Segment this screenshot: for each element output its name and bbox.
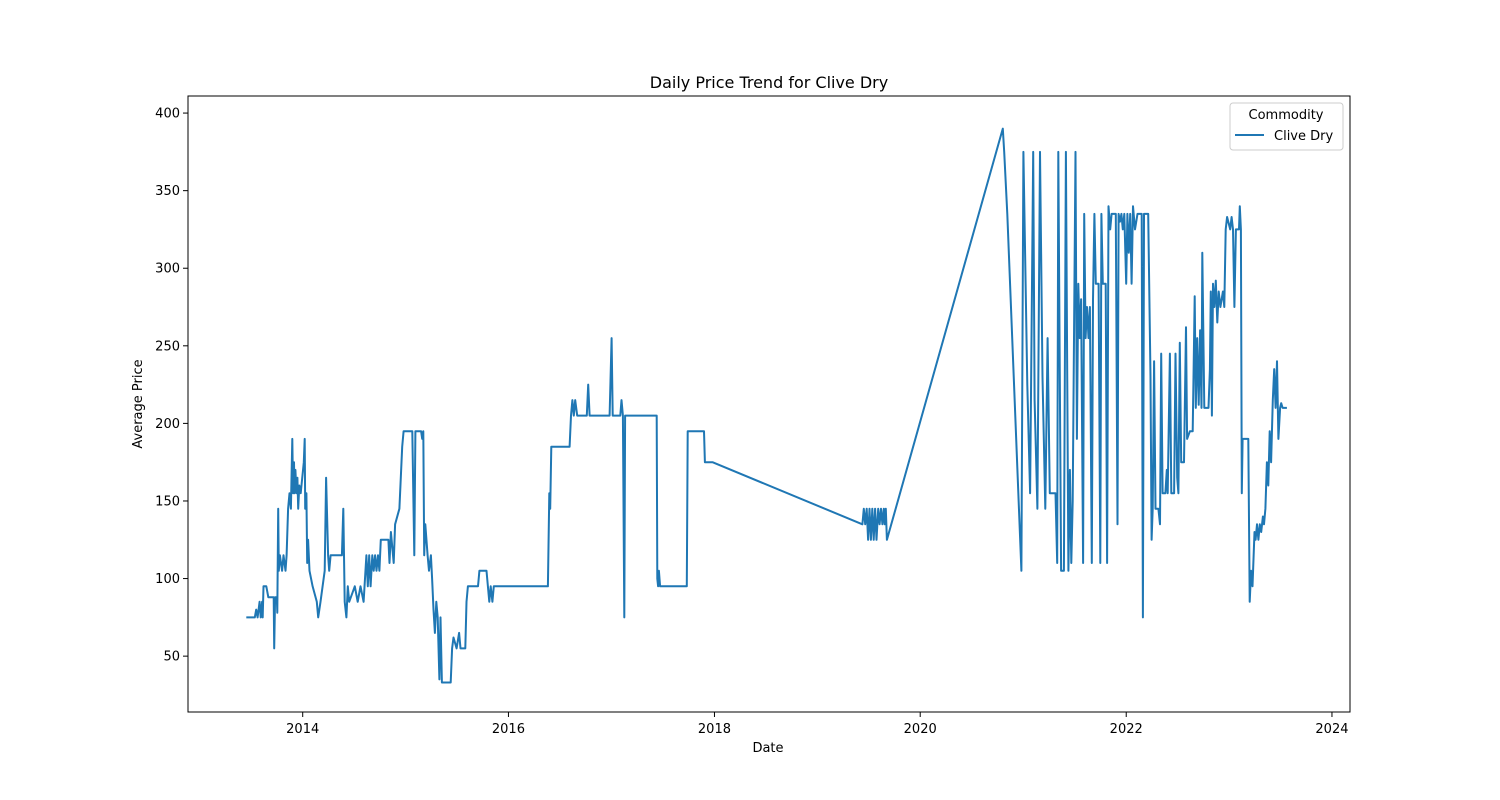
x-tick-label: 2020: [904, 722, 937, 737]
legend: Commodity Clive Dry: [1229, 102, 1344, 151]
y-tick-label: 150: [155, 494, 180, 509]
x-tick-label: 2018: [698, 722, 731, 737]
y-tick-label: 200: [155, 417, 180, 432]
y-tick-label: 300: [155, 262, 180, 277]
y-tick-label: 350: [155, 184, 180, 199]
y-tick-label: 100: [155, 572, 180, 587]
y-tick-label: 250: [155, 339, 180, 354]
y-tick-label: 400: [155, 107, 180, 122]
legend-title: Commodity: [1249, 108, 1324, 123]
chart-title: Daily Price Trend for Clive Dry: [650, 73, 888, 92]
x-tick-label: 2014: [286, 722, 319, 737]
legend-box: [1229, 102, 1344, 151]
y-axis-label: Average Price: [131, 359, 146, 448]
x-tick-label: 2024: [1315, 722, 1348, 737]
y-tick-label: 50: [163, 650, 180, 665]
x-axis-label: Date: [752, 741, 783, 756]
x-axis: 2014 2016 2018 2020 2022 2024: [286, 712, 1349, 737]
x-tick-label: 2016: [492, 722, 525, 737]
series-line-clive-dry: [246, 127, 1287, 684]
plot-frame: [187, 95, 1351, 713]
y-axis: 50 100 150 200 250 300 350 400: [155, 107, 188, 665]
legend-label: Clive Dry: [1274, 129, 1333, 144]
x-tick-label: 2022: [1110, 722, 1143, 737]
plot-area: [246, 127, 1287, 684]
